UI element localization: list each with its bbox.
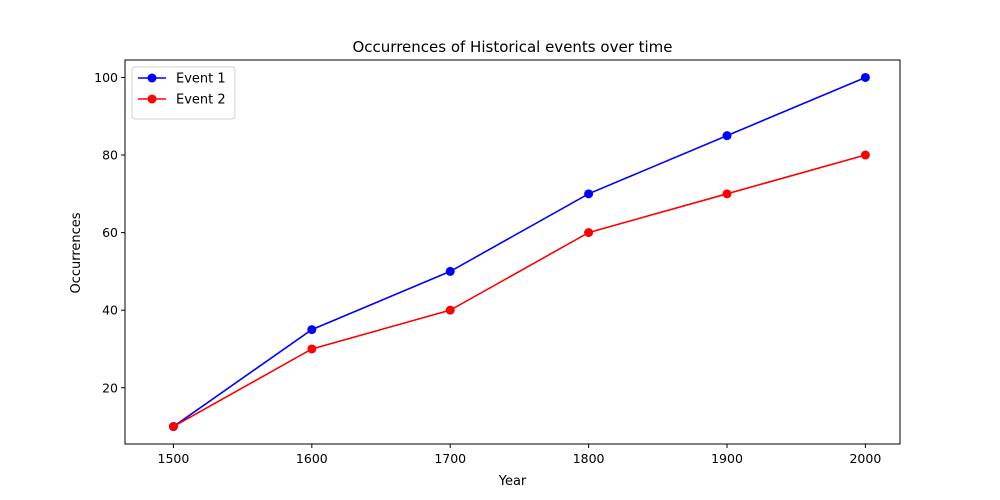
data-point-series-1-2000 — [860, 72, 870, 82]
y-tick-label-80: 80 — [102, 148, 118, 163]
x-tick-label-1700: 1700 — [434, 451, 466, 466]
data-point-series-1-1900 — [722, 131, 732, 141]
chart-title: Occurrences of Historical events over ti… — [352, 38, 672, 56]
y-tick-label-100: 100 — [94, 70, 118, 85]
y-tick-label-40: 40 — [102, 303, 118, 318]
data-point-series-1-1700 — [445, 266, 455, 276]
data-point-series-2-2000 — [860, 150, 870, 160]
x-tick-label-1800: 1800 — [573, 451, 605, 466]
y-axis-label: Occurrences — [69, 212, 84, 293]
data-point-series-2-1600 — [307, 344, 317, 354]
data-point-series-2-1800 — [584, 228, 594, 238]
x-tick-label-2000: 2000 — [849, 451, 881, 466]
legend-label-2: Event 2 — [176, 93, 226, 108]
y-tick-label-20: 20 — [102, 380, 118, 395]
data-point-series-1-1800 — [584, 189, 594, 199]
x-axis-label: Year — [498, 474, 527, 489]
x-tick-label-1500: 1500 — [158, 451, 190, 466]
x-tick-label-1900: 1900 — [711, 451, 743, 466]
data-point-series-2-1500 — [168, 422, 178, 432]
legend-box — [131, 66, 236, 120]
series-line-2 — [173, 154, 866, 428]
legend-label-1: Event 1 — [176, 72, 226, 87]
plot-frame — [124, 59, 901, 445]
data-point-series-2-1900 — [722, 189, 732, 199]
plot-area: 1500 1600 1700 1800 1900 2000 20 40 60 80 100 Event… — [94, 59, 901, 466]
y-tick-label-60: 60 — [102, 225, 118, 240]
data-point-series-1-1600 — [307, 325, 317, 335]
legend-marker-2 — [147, 94, 157, 104]
data-point-series-2-1700 — [445, 305, 455, 315]
series-line-1 — [172, 76, 866, 428]
x-tick-label-1600: 1600 — [296, 451, 328, 466]
legend-marker-1 — [147, 73, 157, 83]
